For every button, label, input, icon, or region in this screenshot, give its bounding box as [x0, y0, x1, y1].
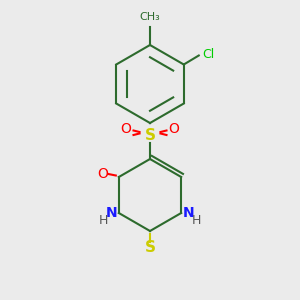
Text: CH₃: CH₃ [140, 13, 160, 22]
Text: H: H [99, 214, 109, 227]
Text: O: O [97, 167, 108, 181]
Text: N: N [183, 206, 194, 220]
Text: O: O [169, 122, 179, 136]
Text: S: S [145, 240, 155, 255]
Text: N: N [106, 206, 117, 220]
Text: H: H [191, 214, 201, 227]
Text: S: S [145, 128, 155, 142]
Text: O: O [121, 122, 131, 136]
Text: Cl: Cl [202, 47, 214, 61]
